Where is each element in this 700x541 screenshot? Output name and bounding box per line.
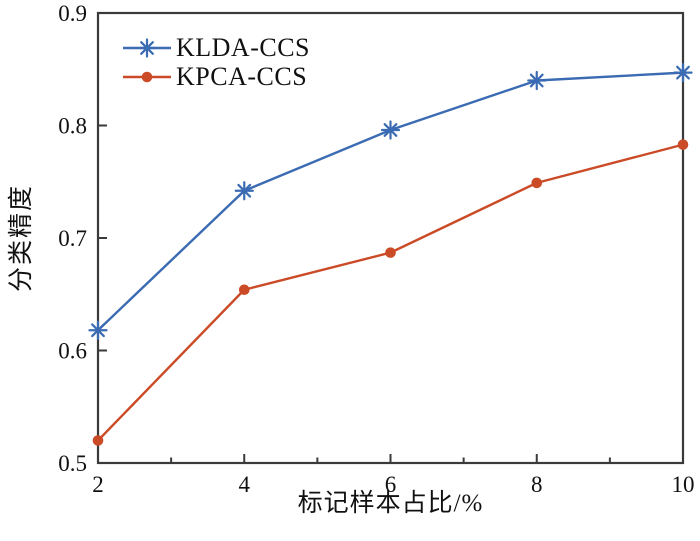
marker-asterisk-spoke [383, 123, 398, 137]
marker-asterisk-spoke [529, 73, 544, 88]
y-tick-label: 0.6 [58, 339, 87, 364]
legend-label-klda-ccs: KLDA-CCS [176, 32, 311, 62]
x-tick-label: 4 [239, 472, 251, 497]
legend-label-kpca-ccs: KPCA-CCS [176, 61, 308, 91]
marker-asterisk-spoke [140, 40, 154, 55]
legend-item-klda-ccs: KLDA-CCS [121, 33, 310, 62]
marker-circle [385, 247, 396, 258]
y-tick-label: 0.5 [58, 451, 87, 476]
series-line-klda-ccs [97, 71, 684, 332]
marker-circle [677, 139, 689, 150]
marker-circle [238, 284, 250, 296]
x-tick-label: 6 [385, 472, 397, 497]
marker-asterisk-spoke [237, 183, 252, 198]
marker-circle [141, 71, 153, 82]
x-axis-title: 标记样本占比/% [297, 490, 484, 517]
kpca-ccs-line-sample-icon [123, 71, 171, 82]
marker-asterisk-spoke [91, 323, 105, 338]
y-tick-label: 0.7 [58, 226, 87, 251]
x-tick-label: 10 [672, 472, 695, 497]
legend-item-kpca-ccs: KPCA-CCS [121, 62, 310, 91]
x-tick-label: 2 [92, 472, 104, 497]
klda-ccs-line-sample-icon [123, 37, 171, 58]
marker-circle [531, 177, 543, 189]
plot-frame [96, 11, 685, 465]
marker-asterisk-spoke [676, 65, 690, 80]
legend: KLDA-CCS KPCA-CCS [121, 33, 310, 91]
x-tick-label: 8 [531, 472, 543, 497]
series-line-kpca-ccs [97, 143, 684, 442]
y-tick-label: 0.8 [58, 114, 87, 139]
y-tick-label: 0.9 [58, 1, 87, 26]
marker-circle [92, 435, 104, 446]
y-axis-title: 分类精度 [8, 184, 35, 293]
